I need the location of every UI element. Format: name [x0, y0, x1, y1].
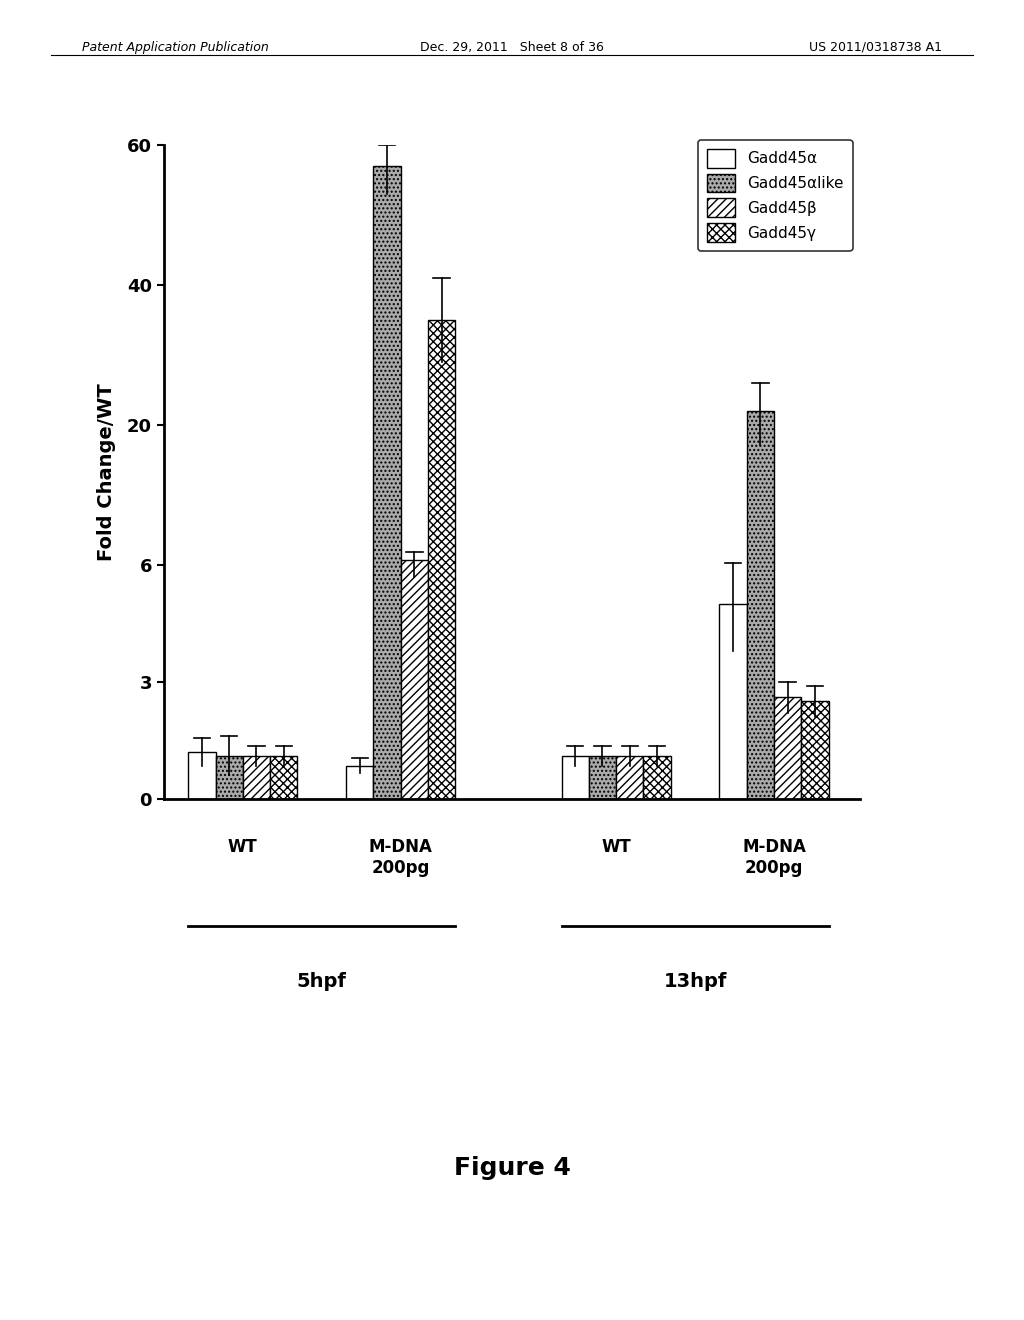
Bar	[774, 697, 802, 799]
Bar	[215, 756, 243, 799]
Bar	[561, 756, 589, 799]
Bar	[616, 756, 643, 799]
Y-axis label: Fold Change/WT: Fold Change/WT	[97, 383, 116, 561]
Bar	[346, 766, 374, 799]
Bar	[400, 560, 428, 799]
Bar	[270, 756, 297, 799]
Bar	[720, 605, 746, 799]
Text: Dec. 29, 2011   Sheet 8 of 36: Dec. 29, 2011 Sheet 8 of 36	[420, 41, 604, 54]
Bar	[589, 756, 616, 799]
Bar	[188, 752, 215, 799]
Text: US 2011/0318738 A1: US 2011/0318738 A1	[809, 41, 942, 54]
Bar	[428, 321, 456, 799]
Bar	[746, 412, 774, 799]
Legend: Gadd45α, Gadd45αlike, Gadd45β, Gadd45γ: Gadd45α, Gadd45αlike, Gadd45β, Gadd45γ	[698, 140, 853, 251]
Bar	[374, 166, 400, 799]
Text: Figure 4: Figure 4	[454, 1156, 570, 1180]
Text: 5hpf: 5hpf	[297, 972, 347, 991]
Bar	[802, 701, 828, 799]
Text: M-DNA
200pg: M-DNA 200pg	[369, 838, 433, 876]
Text: Patent Application Publication: Patent Application Publication	[82, 41, 268, 54]
Text: 13hpf: 13hpf	[664, 972, 727, 991]
Bar	[643, 756, 671, 799]
Text: WT: WT	[228, 838, 258, 855]
Text: WT: WT	[601, 838, 631, 855]
Text: M-DNA
200pg: M-DNA 200pg	[742, 838, 806, 876]
Bar	[243, 756, 270, 799]
